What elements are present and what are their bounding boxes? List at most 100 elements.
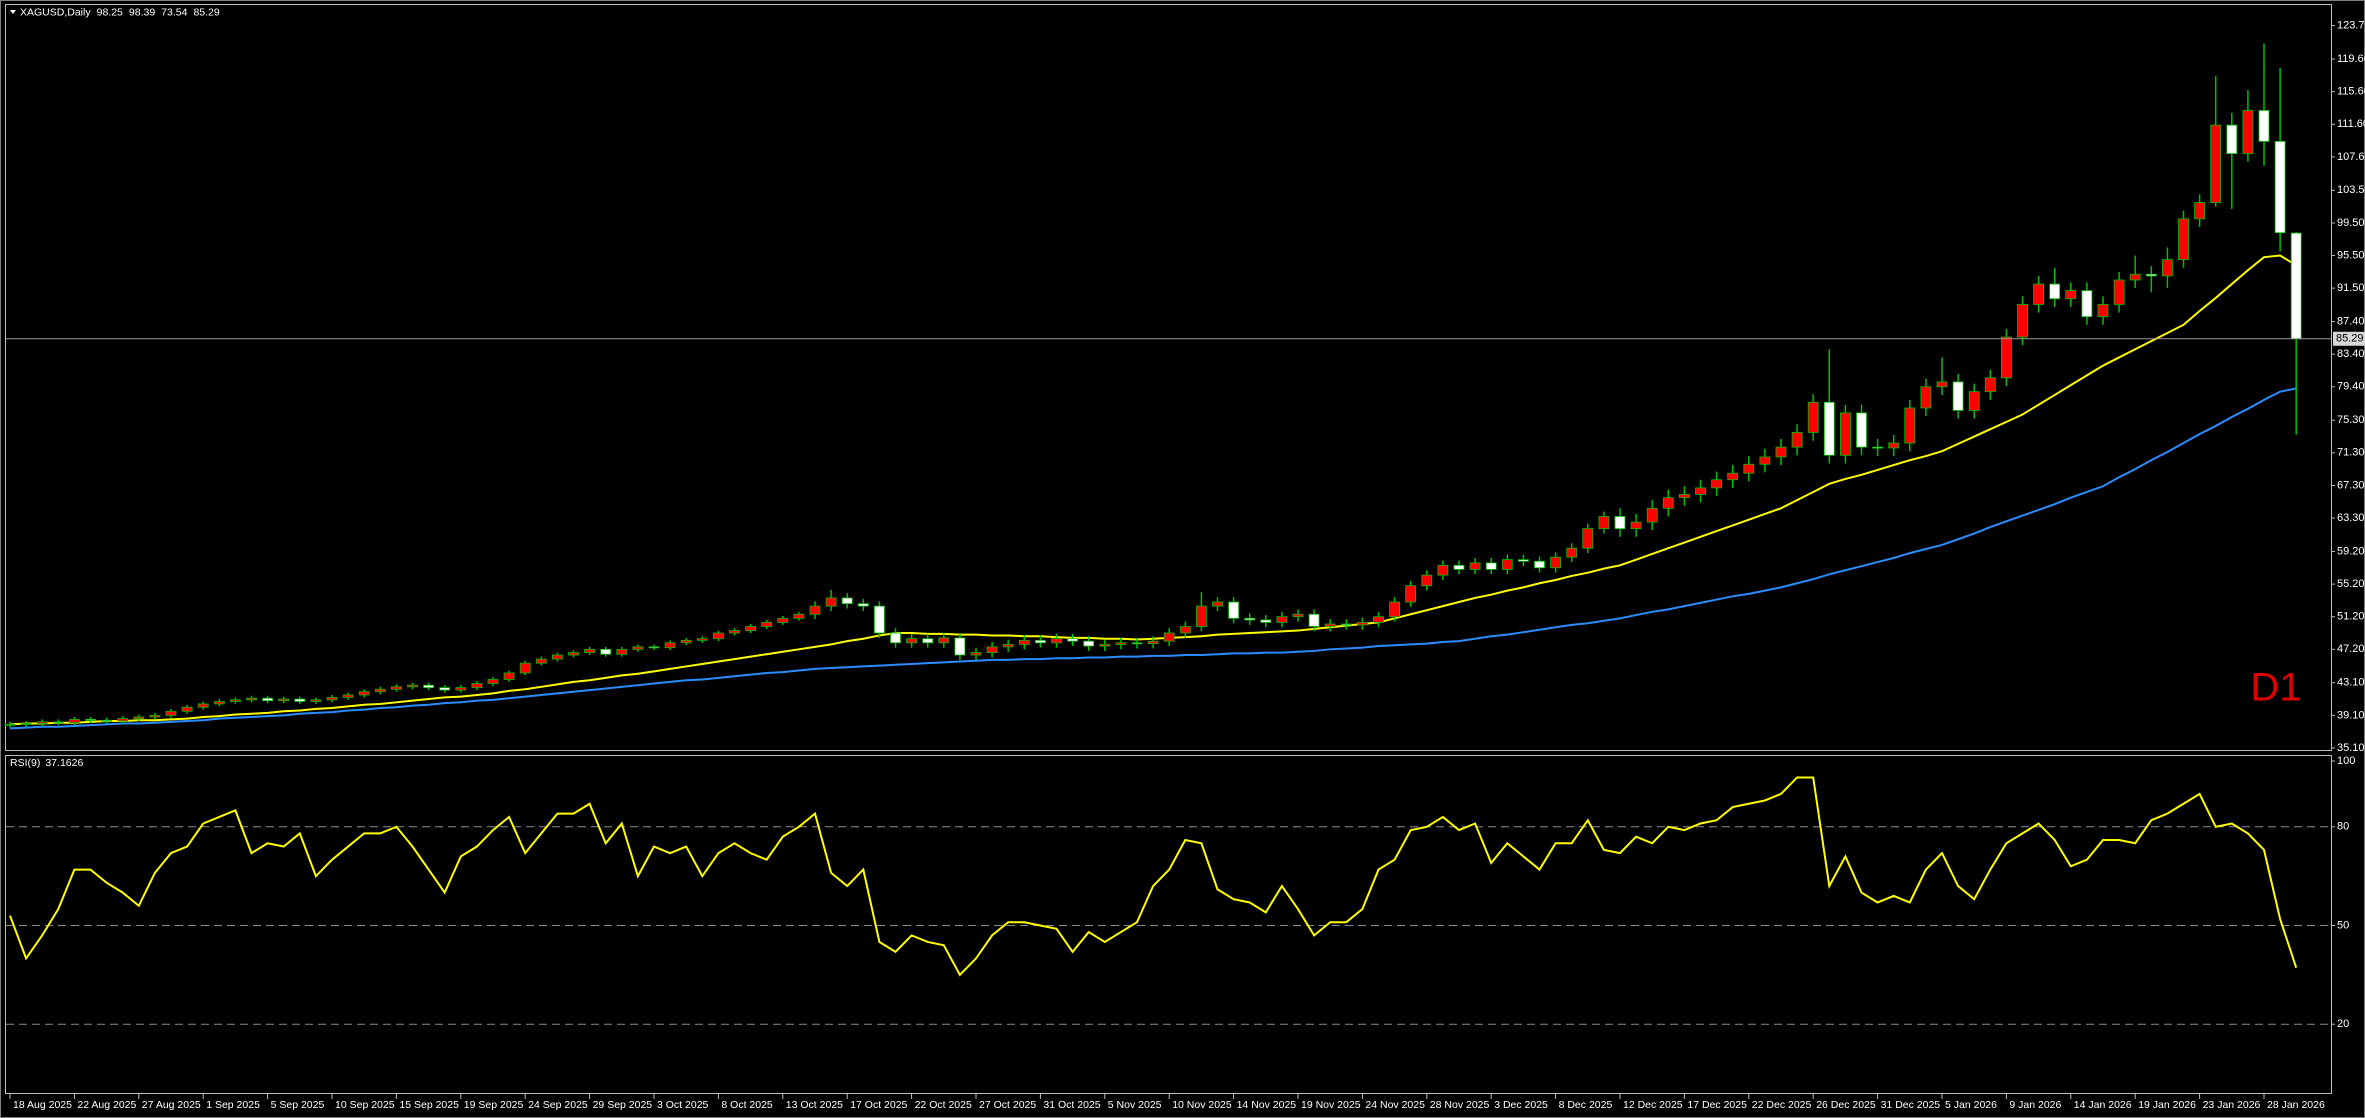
candle-body bbox=[1421, 574, 1433, 587]
candle-body bbox=[1373, 616, 1384, 623]
candle-body bbox=[1759, 456, 1771, 465]
x-tick-label: 12 Dec 2025 bbox=[1623, 1099, 1683, 1111]
candle-body bbox=[1276, 616, 1288, 623]
y-tick-label: 59.20 bbox=[2337, 545, 2365, 557]
candle-body bbox=[1437, 564, 1449, 576]
candle-body bbox=[262, 697, 274, 702]
candle-body bbox=[52, 721, 64, 724]
candle-body bbox=[1163, 632, 1175, 642]
price-pane bbox=[5, 4, 2332, 751]
candle-body bbox=[326, 697, 338, 701]
candle-body bbox=[713, 632, 724, 640]
x-tick-label: 31 Dec 2025 bbox=[1881, 1099, 1941, 1111]
candle-body bbox=[1904, 407, 1916, 444]
candle-body bbox=[1099, 644, 1111, 647]
candle-body bbox=[278, 698, 290, 702]
indicator-title: RSI(9) bbox=[10, 757, 40, 769]
candle-body bbox=[2017, 304, 2028, 338]
menu-arrow[interactable] bbox=[10, 10, 16, 14]
candle-body bbox=[1807, 401, 1819, 433]
indicator-value: 37.1626 bbox=[45, 757, 83, 769]
x-tick-label: 10 Sep 2025 bbox=[335, 1099, 395, 1111]
candle-body bbox=[1115, 642, 1127, 645]
x-tick-label: 19 Sep 2025 bbox=[464, 1099, 524, 1111]
candle-body bbox=[1260, 619, 1272, 623]
candle-body bbox=[1501, 559, 1513, 570]
candle-body bbox=[986, 646, 998, 653]
rsi-layer bbox=[6, 776, 2331, 1025]
candle-body bbox=[1695, 487, 1706, 495]
candle-body bbox=[2033, 283, 2044, 305]
candle-body bbox=[1888, 442, 1900, 449]
candle-body bbox=[165, 710, 177, 716]
timeframe-annotation: D1 bbox=[2250, 666, 2301, 710]
candle-body bbox=[1791, 432, 1803, 448]
candle-body bbox=[2049, 283, 2061, 300]
x-tick-label: 8 Dec 2025 bbox=[1559, 1099, 1613, 1111]
candle-body bbox=[2097, 304, 2109, 318]
candle-body bbox=[2129, 273, 2141, 281]
candle-body bbox=[1131, 642, 1143, 645]
x-tick-label: 3 Dec 2025 bbox=[1494, 1099, 1548, 1111]
last-price-box bbox=[2333, 331, 2365, 346]
candle-body bbox=[246, 697, 257, 701]
x-tick-label: 17 Dec 2025 bbox=[1687, 1099, 1747, 1111]
y-tick-label: 39.10 bbox=[2337, 709, 2365, 721]
candle-body bbox=[2001, 336, 2012, 379]
candle-body bbox=[1582, 528, 1594, 549]
x-tick-label: 14 Nov 2025 bbox=[1237, 1099, 1297, 1111]
candle-body bbox=[954, 637, 966, 656]
symbol-title: XAGUSD,Daily bbox=[20, 6, 91, 18]
candle-body bbox=[777, 617, 789, 623]
x-tick-label: 15 Sep 2025 bbox=[399, 1099, 459, 1111]
ohlc-value: 98.25 bbox=[97, 6, 123, 18]
x-tick-label: 8 Oct 2025 bbox=[721, 1099, 773, 1111]
candle-body bbox=[69, 719, 80, 724]
candle-body bbox=[1646, 507, 1658, 523]
candle-body bbox=[680, 639, 692, 644]
x-tick-label: 22 Dec 2025 bbox=[1752, 1099, 1812, 1111]
candle-body bbox=[1308, 613, 1320, 627]
x-tick-label: 22 Oct 2025 bbox=[915, 1099, 972, 1111]
y-tick-label: 111.60 bbox=[2337, 118, 2365, 130]
candle-body bbox=[1228, 601, 1239, 619]
candle-body bbox=[729, 630, 740, 634]
candle-body bbox=[970, 652, 982, 656]
candle-body bbox=[2258, 110, 2270, 142]
candle-body bbox=[487, 679, 499, 684]
candle-body bbox=[1244, 617, 1256, 621]
candle-body bbox=[584, 648, 595, 653]
candle-body bbox=[1679, 494, 1690, 499]
moving-average-line bbox=[9, 387, 2297, 730]
x-tick-label: 18 Aug 2025 bbox=[13, 1099, 72, 1111]
candle-body bbox=[1196, 605, 1207, 627]
y-tick-label: 95.50 bbox=[2337, 249, 2365, 261]
x-tick-label: 1 Sep 2025 bbox=[206, 1099, 260, 1111]
candle-body bbox=[149, 714, 161, 718]
y-tick-label: 47.20 bbox=[2337, 643, 2365, 655]
y-tick-label: 79.40 bbox=[2337, 381, 2365, 393]
candle-body bbox=[761, 622, 773, 627]
candle-body bbox=[2274, 140, 2286, 234]
candle-body bbox=[2290, 232, 2302, 340]
candle-body bbox=[519, 662, 531, 674]
y-tick-label: 83.40 bbox=[2337, 348, 2365, 360]
x-tick-label: 24 Sep 2025 bbox=[528, 1099, 588, 1111]
candle-body bbox=[229, 699, 241, 702]
x-tick-label: 29 Sep 2025 bbox=[593, 1099, 653, 1111]
candle-body bbox=[2145, 273, 2157, 277]
candle-body bbox=[648, 646, 660, 649]
y-tick-label: 43.10 bbox=[2337, 677, 2365, 689]
y-tick-label: 80 bbox=[2337, 821, 2349, 833]
y-tick-label: 20 bbox=[2337, 1018, 2349, 1030]
candle-body bbox=[1630, 521, 1642, 530]
x-tick-label: 9 Jan 2026 bbox=[2009, 1099, 2061, 1111]
candle-body bbox=[1968, 391, 1980, 411]
y-tick-label: 35.10 bbox=[2337, 742, 2365, 754]
rsi-line bbox=[9, 776, 2298, 977]
candle-body bbox=[922, 638, 934, 644]
candle-body bbox=[2065, 290, 2077, 300]
candle-body bbox=[390, 686, 402, 690]
candle-body bbox=[696, 638, 708, 641]
candle-body bbox=[358, 691, 370, 696]
